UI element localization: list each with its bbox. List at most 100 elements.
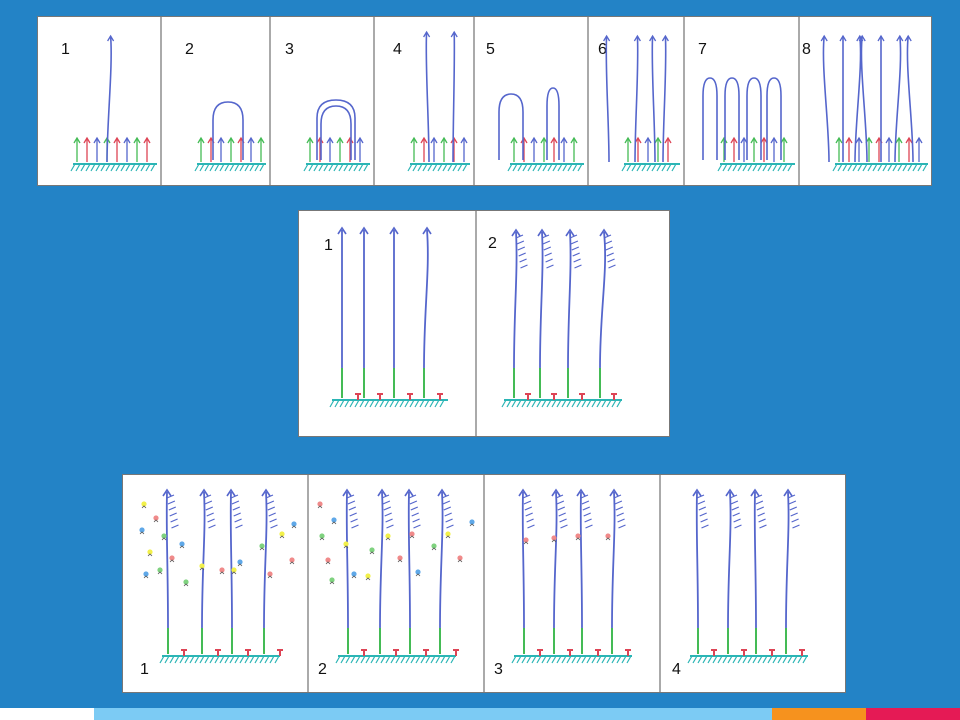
bead-dot (161, 533, 167, 539)
anchor-mark (277, 649, 283, 656)
bead-mark (469, 523, 475, 527)
arrow-head (661, 34, 669, 42)
arrow-head (565, 228, 575, 237)
bead-mark (319, 537, 325, 541)
barb-ticks (696, 494, 709, 529)
frame-number: 1 (140, 661, 149, 678)
frame-number: 2 (318, 661, 327, 678)
bead-mark (397, 559, 403, 563)
bead-mark (237, 563, 243, 567)
bead-mark (409, 535, 415, 539)
arrow-head (633, 34, 641, 42)
bead-mark (369, 551, 375, 555)
arrow-head (306, 136, 314, 144)
arrow-head (337, 226, 347, 235)
growing-strand (229, 491, 233, 629)
arrow-head (750, 136, 758, 144)
top-sequence-diagram: 1 2 3 4 5 6 7 8 (37, 16, 932, 186)
arrow-head (377, 488, 387, 497)
ground-hatching (621, 163, 677, 172)
arrow-head (261, 488, 271, 497)
arrow-head (247, 136, 255, 144)
arrow-head (336, 136, 344, 144)
bead-dot (331, 517, 337, 523)
arrow-head (530, 136, 538, 144)
arrow-head (664, 136, 672, 144)
barb-ticks (522, 494, 535, 529)
growing-strand (553, 491, 558, 629)
frame-number: 2 (488, 235, 497, 252)
arrow-head (510, 136, 518, 144)
arrow-head (133, 136, 141, 144)
barb-ticks (754, 494, 767, 529)
bead-dot (575, 533, 581, 539)
arrow-head (73, 136, 81, 144)
bead-mark (141, 505, 147, 509)
bead-mark (139, 531, 145, 535)
ground-hatching (159, 655, 280, 664)
barb-ticks (603, 234, 616, 269)
barb-ticks (541, 234, 554, 269)
bead-dot (179, 541, 185, 547)
bead-dot (325, 557, 331, 563)
bead-mark (365, 577, 371, 581)
bead-mark (289, 561, 295, 565)
bead-dot (267, 571, 273, 577)
arrow-head (107, 34, 115, 42)
arrow-head (770, 136, 778, 144)
bead-mark (317, 505, 323, 509)
bead-dot (259, 543, 265, 549)
ground-hatching (507, 163, 583, 172)
arrow-head (720, 136, 728, 144)
arrow-head (346, 136, 354, 144)
anchor-mark (245, 649, 251, 656)
anchor-mark (567, 649, 573, 656)
growing-strand (854, 35, 862, 163)
bead-dot (369, 547, 375, 553)
bead-dot (329, 577, 335, 583)
arrow-head (560, 136, 568, 144)
frame-number: 1 (324, 237, 333, 254)
arrow-head (783, 488, 793, 497)
arrow-head (730, 136, 738, 144)
arrow-head (780, 136, 788, 144)
looped-strand (746, 77, 762, 160)
bead-mark (331, 521, 337, 525)
ground-hatching (194, 163, 265, 172)
growing-strand (753, 491, 757, 629)
frame-number: 4 (672, 661, 681, 678)
bead-dot (153, 515, 159, 521)
bead-mark (147, 553, 153, 557)
bead-mark (343, 545, 349, 549)
barb-ticks (346, 494, 359, 529)
bead-mark (605, 537, 611, 541)
bead-dot (523, 537, 529, 543)
bead-dot (409, 531, 415, 537)
arrow-head (511, 228, 521, 237)
bead-dot (289, 557, 295, 563)
frame-number: 8 (802, 41, 811, 58)
arrow-head (649, 34, 657, 42)
barb-ticks (580, 494, 593, 529)
bead-mark (445, 535, 451, 539)
anchor-mark (361, 649, 367, 656)
bead-dot (183, 579, 189, 585)
arrow-head (740, 136, 748, 144)
arrow-head (750, 488, 760, 497)
ground-hatching (303, 163, 369, 172)
arrow-head (113, 136, 121, 144)
arrow-head (820, 34, 828, 42)
growing-strand (379, 491, 384, 629)
looped-strand (702, 77, 718, 160)
arrow-head (356, 136, 364, 144)
panel-bottom-sequence: 1 2 3 4 (122, 474, 846, 693)
arrow-head (845, 136, 853, 144)
arrow-head (855, 136, 863, 144)
arrow-head (895, 136, 903, 144)
bead-mark (385, 537, 391, 541)
growing-strand (822, 35, 830, 163)
arrow-head (226, 488, 236, 497)
arrow-head (551, 488, 561, 497)
looped-strand (320, 105, 352, 160)
